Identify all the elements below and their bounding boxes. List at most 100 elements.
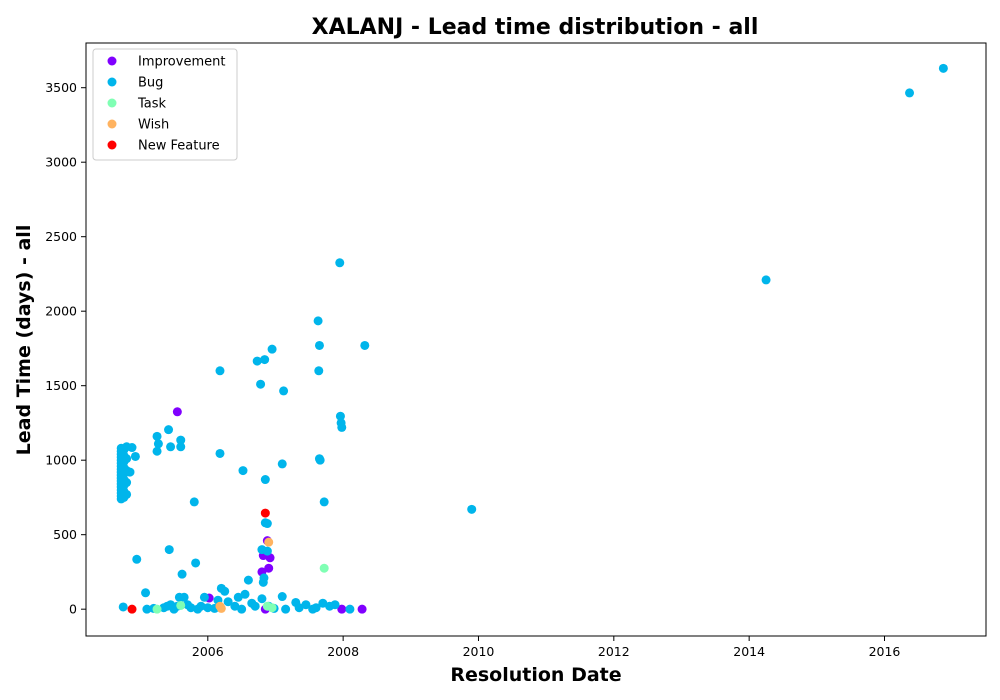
y-tick-label: 1500 (45, 378, 77, 393)
data-point (196, 601, 206, 611)
data-point (153, 439, 163, 449)
data-point (152, 431, 162, 441)
data-point (335, 258, 345, 268)
x-axis-label: Resolution Date (450, 664, 621, 686)
legend-marker (107, 77, 117, 87)
data-point (122, 478, 132, 488)
data-point (330, 600, 340, 610)
data-point (191, 558, 201, 568)
data-point (345, 604, 355, 614)
data-point (279, 386, 289, 396)
data-point (761, 275, 771, 285)
data-point (132, 554, 142, 564)
data-point (127, 443, 137, 453)
data-point (262, 546, 272, 556)
data-point (337, 422, 347, 432)
data-point (237, 604, 247, 614)
data-point (240, 589, 250, 599)
legend-label: Bug (138, 76, 163, 91)
y-tick-label: 0 (69, 602, 77, 617)
data-point (311, 603, 321, 613)
data-point (357, 604, 367, 614)
series-wish (215, 537, 274, 613)
data-point (259, 573, 269, 583)
data-point (238, 466, 248, 476)
data-point (176, 600, 186, 610)
series-improvement (172, 407, 367, 614)
data-point (301, 600, 311, 610)
data-point (141, 588, 151, 598)
series-bug (116, 63, 948, 614)
x-tick-label: 2006 (192, 644, 224, 659)
data-point (260, 475, 270, 485)
y-tick-label: 3500 (45, 80, 77, 95)
legend-label: Improvement (138, 55, 225, 70)
data-point (223, 597, 233, 607)
legend-marker (107, 98, 117, 108)
data-point (118, 602, 128, 612)
data-point (122, 489, 132, 499)
data-point (176, 442, 186, 452)
data-point (122, 454, 132, 464)
data-point (314, 366, 324, 376)
x-tick-label: 2008 (327, 644, 359, 659)
data-point (215, 448, 225, 458)
legend: Improvement Bug Task Wish New Feature (92, 48, 238, 161)
data-point (938, 63, 948, 73)
legend-marker (107, 140, 117, 150)
legend-label: New Feature (138, 139, 220, 154)
data-point (337, 604, 347, 614)
data-point (152, 446, 162, 456)
y-tick-label: 3000 (45, 155, 77, 170)
data-point (243, 575, 253, 585)
x-tick-label: 2016 (869, 644, 901, 659)
data-point (264, 537, 274, 547)
points-layer (116, 63, 948, 614)
data-point (315, 455, 325, 465)
y-tick-label: 500 (53, 527, 77, 542)
y-tick-label: 2000 (45, 304, 77, 319)
data-point (264, 563, 274, 573)
series-new-feature (127, 508, 270, 614)
data-point (260, 508, 270, 518)
data-point (164, 425, 174, 435)
data-point (294, 603, 304, 613)
legend-label: Wish (138, 118, 169, 133)
data-point (199, 592, 209, 602)
data-point (360, 340, 370, 350)
data-point (130, 451, 140, 461)
data-point (142, 604, 152, 614)
x-tick-label: 2010 (463, 644, 495, 659)
data-point (257, 594, 267, 604)
data-point (127, 604, 137, 614)
data-point (250, 601, 260, 611)
data-point (176, 435, 186, 445)
data-point (166, 442, 176, 452)
data-point (281, 604, 291, 614)
data-point (252, 356, 262, 366)
data-point (189, 497, 199, 507)
data-point (230, 601, 240, 611)
data-point (314, 340, 324, 350)
legend-marker (107, 119, 117, 129)
data-point (233, 592, 243, 602)
data-point (467, 504, 477, 514)
data-point (164, 545, 174, 555)
data-point (277, 592, 287, 602)
data-point (905, 88, 915, 98)
y-axis-label: Lead Time (days) - all (13, 225, 35, 456)
plot-frame (85, 42, 987, 637)
y-tick-label: 1000 (45, 453, 77, 468)
x-axis-ticks: 2006 2008 2010 2012 2014 2016 (192, 636, 901, 659)
data-point (215, 366, 225, 376)
data-point (277, 459, 287, 469)
data-point (319, 497, 329, 507)
data-point (256, 379, 266, 389)
x-tick-label: 2014 (733, 644, 765, 659)
data-point (172, 407, 182, 417)
y-tick-label: 2500 (45, 229, 77, 244)
data-point (260, 355, 270, 365)
x-tick-label: 2012 (598, 644, 630, 659)
data-point (125, 467, 135, 477)
